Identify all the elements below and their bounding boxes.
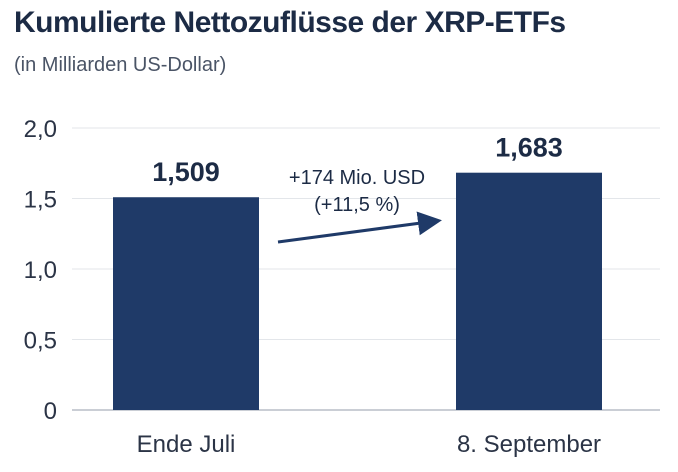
y-tick-label: 0,5: [24, 328, 57, 355]
data-label: 1,683: [495, 133, 563, 163]
data-label: 1,509: [152, 157, 220, 187]
annotation-change-absolute: +174 Mio. USD: [289, 167, 425, 189]
y-tick-label: 1,0: [24, 257, 57, 284]
y-tick-label: 1,5: [24, 187, 57, 214]
bar: [456, 172, 602, 410]
y-tick-label: 2,0: [24, 116, 57, 143]
chart-subtitle: (in Milliarden US-Dollar): [14, 54, 227, 76]
y-tick-label: 0: [44, 398, 57, 425]
chart-title: Kumulierte Nettozuflüsse der XRP-ETFs: [14, 6, 566, 39]
bar: [113, 197, 259, 410]
x-category-label: 8. September: [457, 431, 601, 458]
annotation-change-percent: (+11,5 %): [314, 194, 400, 216]
x-category-label: Ende Juli: [137, 431, 236, 458]
annotation-arrow: [277, 211, 442, 244]
